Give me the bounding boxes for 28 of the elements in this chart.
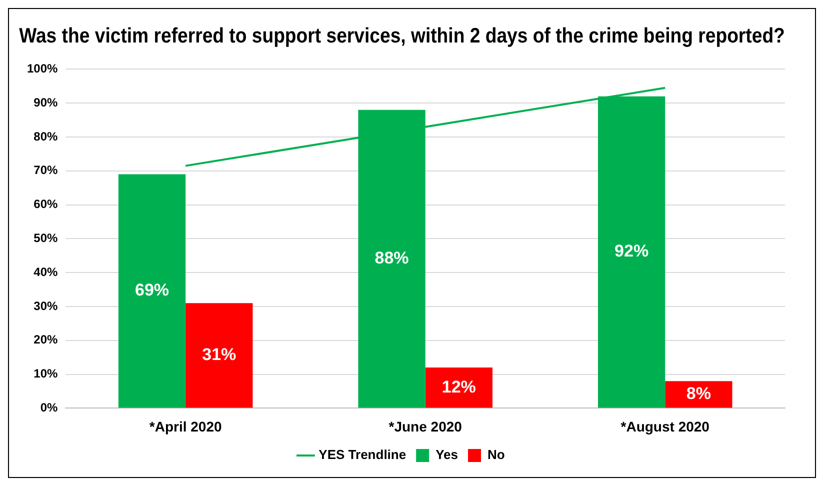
chart-title: Was the victim referred to support services, within 2 days of the crime being reported? — [19, 24, 785, 48]
bar — [118, 174, 186, 408]
bar — [665, 381, 732, 408]
y-tick-label: 60% — [34, 197, 58, 212]
legend-label: No — [488, 447, 505, 462]
data-label: 12% — [442, 377, 476, 396]
legend-label: Yes — [436, 447, 458, 462]
data-label: 31% — [202, 345, 236, 364]
y-tick-label: 30% — [34, 298, 58, 313]
y-tick-label: 100% — [26, 62, 58, 76]
y-tick-label: 10% — [34, 366, 58, 381]
data-label: 8% — [686, 384, 711, 404]
data-label: 92% — [614, 242, 649, 261]
y-tick-label: 40% — [34, 264, 58, 279]
y-tick-label: 50% — [34, 231, 58, 246]
x-tick-label: *August 2020 — [620, 418, 710, 434]
y-tick-label: 90% — [34, 95, 58, 110]
y-tick-label: 0% — [40, 400, 58, 415]
y-tick-label: 70% — [34, 163, 58, 178]
x-tick-label: *June 2020 — [388, 418, 462, 434]
y-tick-label: 80% — [34, 129, 58, 144]
y-tick-label: 20% — [34, 332, 58, 347]
bar — [425, 368, 492, 408]
data-label: 88% — [374, 248, 409, 268]
x-tick-label: *April 2020 — [149, 418, 222, 434]
legend-label: YES Trendline — [318, 447, 406, 462]
bar — [186, 303, 253, 408]
data-label: 69% — [134, 280, 170, 300]
